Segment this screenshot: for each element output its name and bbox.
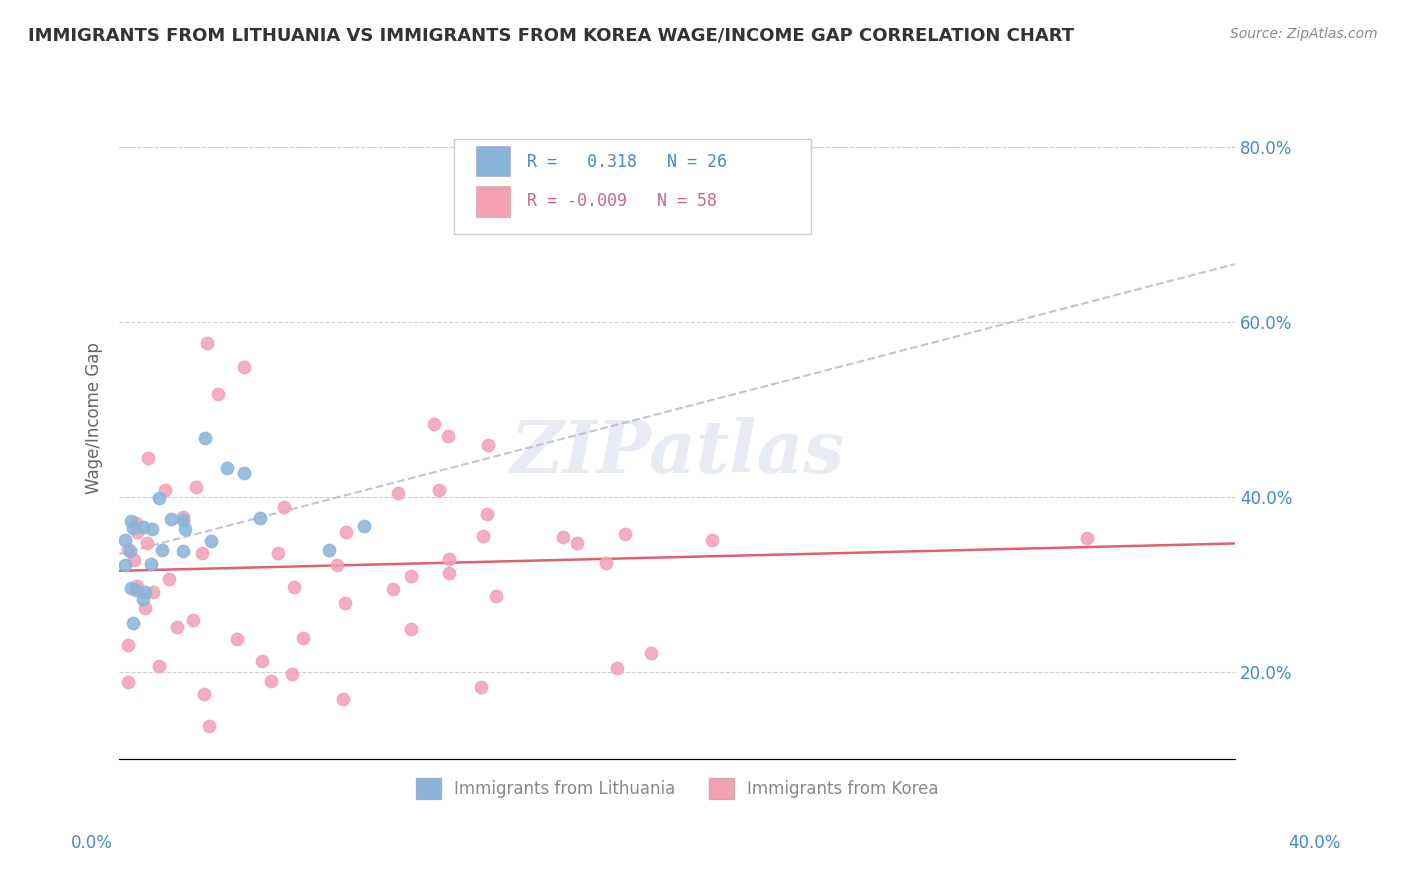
Point — [399, 622, 422, 636]
Point — [148, 491, 170, 506]
Text: 40.0%: 40.0% — [1288, 834, 1341, 852]
Point — [437, 566, 460, 581]
Point — [215, 460, 238, 475]
Point — [127, 579, 149, 593]
Point — [332, 692, 354, 706]
Point — [470, 680, 492, 694]
Point — [117, 674, 139, 689]
Text: Source: ZipAtlas.com: Source: ZipAtlas.com — [1230, 27, 1378, 41]
Text: ZIPatlas: ZIPatlas — [510, 417, 845, 488]
Point — [181, 613, 204, 627]
Point — [114, 533, 136, 547]
Point — [399, 568, 422, 582]
Point — [160, 512, 183, 526]
Point — [142, 585, 165, 599]
Point — [283, 580, 305, 594]
Point — [1076, 531, 1098, 545]
Point — [427, 483, 450, 497]
Point — [335, 525, 357, 540]
Point — [640, 646, 662, 660]
Point — [613, 526, 636, 541]
Point — [292, 631, 315, 645]
Point — [125, 525, 148, 540]
Point — [260, 673, 283, 688]
Point — [439, 551, 461, 566]
Point — [184, 480, 207, 494]
Point — [122, 615, 145, 630]
Point — [485, 589, 508, 603]
Text: 0.0%: 0.0% — [70, 834, 112, 852]
Point — [174, 522, 197, 536]
Point — [200, 534, 222, 549]
Point — [207, 386, 229, 401]
Point — [565, 536, 588, 550]
Point — [120, 514, 142, 528]
Point — [232, 467, 254, 481]
Point — [551, 530, 574, 544]
Point — [155, 483, 177, 497]
Legend: Immigrants from Lithuania, Immigrants from Korea: Immigrants from Lithuania, Immigrants fr… — [409, 772, 945, 805]
Point — [333, 596, 356, 610]
Point — [437, 429, 460, 443]
Text: IMMIGRANTS FROM LITHUANIA VS IMMIGRANTS FROM KOREA WAGE/INCOME GAP CORRELATION C: IMMIGRANTS FROM LITHUANIA VS IMMIGRANTS … — [28, 27, 1074, 45]
Point — [318, 543, 340, 558]
Point — [595, 556, 617, 570]
Point — [134, 585, 156, 599]
Point — [250, 654, 273, 668]
Point — [198, 719, 221, 733]
Point — [249, 511, 271, 525]
Point — [475, 507, 498, 521]
Y-axis label: Wage/Income Gap: Wage/Income Gap — [86, 343, 103, 494]
Point — [387, 486, 409, 500]
Point — [117, 638, 139, 652]
Point — [700, 533, 723, 547]
Point — [132, 592, 155, 607]
FancyBboxPatch shape — [477, 145, 510, 177]
Text: R = -0.009   N = 58: R = -0.009 N = 58 — [527, 193, 717, 211]
Point — [191, 546, 214, 560]
Text: R =   0.318   N = 26: R = 0.318 N = 26 — [527, 153, 727, 171]
Point — [132, 520, 155, 534]
Point — [125, 582, 148, 597]
Point — [606, 661, 628, 675]
FancyBboxPatch shape — [477, 186, 510, 217]
Point — [477, 438, 499, 452]
Point — [122, 553, 145, 567]
Point — [166, 620, 188, 634]
Point — [125, 516, 148, 530]
Point — [148, 658, 170, 673]
Point — [382, 582, 405, 596]
Point — [353, 518, 375, 533]
Point — [193, 687, 215, 701]
Point — [422, 417, 444, 431]
Point — [118, 544, 141, 558]
Point — [172, 509, 194, 524]
Point — [122, 521, 145, 535]
Point — [471, 529, 494, 543]
Point — [136, 451, 159, 466]
Point — [135, 536, 157, 550]
Point — [172, 543, 194, 558]
Point — [117, 542, 139, 557]
Point — [273, 500, 295, 515]
Point — [232, 359, 254, 374]
FancyBboxPatch shape — [454, 139, 811, 235]
Point — [281, 667, 304, 681]
Point — [172, 513, 194, 527]
Point — [134, 600, 156, 615]
Point — [114, 558, 136, 573]
Point — [226, 632, 249, 646]
Point — [141, 523, 163, 537]
Point — [150, 543, 173, 558]
Point — [326, 558, 349, 573]
Point — [120, 581, 142, 595]
Point — [139, 557, 162, 571]
Point — [157, 572, 180, 586]
Point — [194, 431, 217, 445]
Point — [267, 545, 290, 559]
Point — [195, 336, 218, 351]
